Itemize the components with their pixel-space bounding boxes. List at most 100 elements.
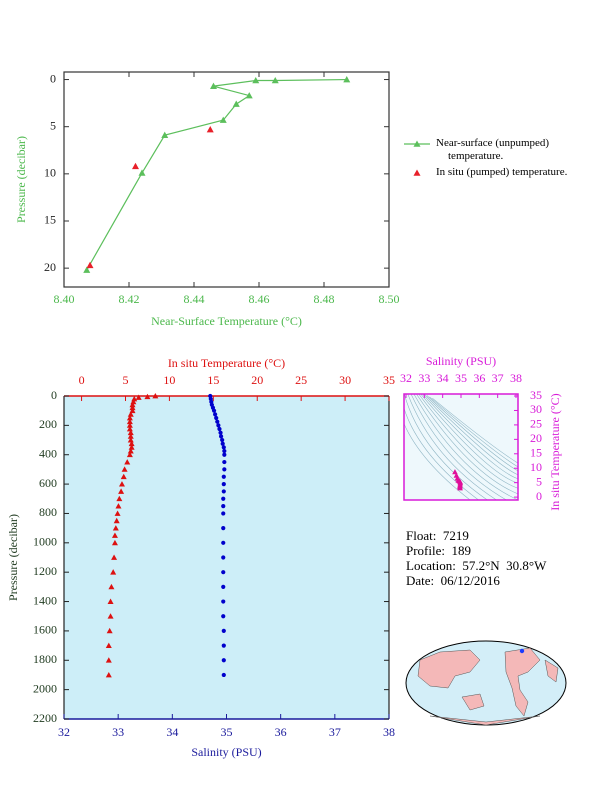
x-tick-label: 37 xyxy=(492,371,504,385)
y-tick-label: 5 xyxy=(536,474,542,488)
x2-tick-label: 20 xyxy=(251,373,263,387)
data-point xyxy=(126,418,133,425)
data-point xyxy=(120,473,127,480)
data-point xyxy=(126,415,133,421)
x-tick-label: 36 xyxy=(275,725,287,739)
y-tick-label: 20 xyxy=(44,260,56,274)
x2-tick-label: 25 xyxy=(295,373,307,387)
data-point xyxy=(128,440,135,447)
y-tick-label: 25 xyxy=(530,417,542,431)
info-line: Date: 06/12/2016 xyxy=(406,573,500,588)
data-point xyxy=(127,437,134,443)
data-point xyxy=(343,76,351,83)
y-tick-label: 0 xyxy=(536,489,542,503)
contour xyxy=(416,394,518,495)
data-point xyxy=(218,434,224,439)
y-tick-label: 600 xyxy=(39,476,57,490)
data-point xyxy=(218,430,223,435)
x-tick-label: 8.46 xyxy=(249,292,270,306)
data-point xyxy=(111,539,118,546)
contour xyxy=(429,396,518,468)
data-point xyxy=(124,459,131,465)
data-point xyxy=(210,82,217,89)
data-point xyxy=(105,657,112,663)
data-point xyxy=(221,504,226,509)
x-tick-label: 38 xyxy=(383,725,395,739)
x-tick-label: 8.40 xyxy=(54,292,75,306)
data-point xyxy=(221,481,226,487)
data-point xyxy=(220,441,225,446)
contour xyxy=(410,394,507,500)
data-point xyxy=(220,437,225,443)
data-point xyxy=(152,393,159,399)
data-point xyxy=(110,569,117,575)
data-point xyxy=(221,614,226,619)
data-point xyxy=(221,489,226,494)
y-tick-label: 1200 xyxy=(33,564,57,578)
x-axis-label: Near-Surface Temperature (°C) xyxy=(151,314,302,328)
legend-label: Near-surface (unpumped) temperature. xyxy=(436,137,550,162)
x2-tick-label: 5 xyxy=(122,373,128,387)
data-point xyxy=(105,642,112,648)
y-axis-label: Pressure (decibar) xyxy=(6,514,20,601)
x-tick-label: 32 xyxy=(58,725,70,739)
data-point xyxy=(115,503,122,509)
x-tick-label: 33 xyxy=(418,371,430,385)
contour xyxy=(407,394,498,500)
x-tick-label: 34 xyxy=(166,725,178,739)
data-point xyxy=(131,395,138,402)
data-point xyxy=(138,169,146,176)
data-point xyxy=(113,517,120,524)
data-point xyxy=(127,411,134,417)
y-tick-label: 35 xyxy=(530,388,542,402)
y-tick-label: 5 xyxy=(50,118,56,132)
data-point xyxy=(213,412,218,417)
data-point xyxy=(216,423,221,428)
density-contours xyxy=(404,394,518,500)
y-tick-label: 2200 xyxy=(33,711,57,725)
contour xyxy=(404,422,471,500)
info-line: Float: 7219 xyxy=(406,528,469,543)
x-tick-label: 32 xyxy=(400,371,412,385)
data-point xyxy=(112,525,119,531)
y-tick-label: 1000 xyxy=(33,535,57,549)
contour xyxy=(404,394,488,500)
data-point xyxy=(232,100,240,107)
x2-tick-label: 0 xyxy=(79,373,85,387)
legend-marker xyxy=(413,140,421,147)
x2-tick-label: 30 xyxy=(339,373,351,387)
data-point xyxy=(221,540,226,545)
data-point xyxy=(135,394,142,400)
data-point xyxy=(144,393,151,400)
data-point xyxy=(221,599,226,604)
data-point xyxy=(214,415,219,421)
y-tick-label: 15 xyxy=(44,213,56,227)
contour xyxy=(422,394,518,480)
data-point xyxy=(118,488,125,494)
y-tick-label: 10 xyxy=(44,166,56,180)
data-point xyxy=(221,584,226,589)
y-tick-label: 1800 xyxy=(33,652,57,666)
data-point xyxy=(129,407,136,414)
data-point xyxy=(114,510,121,516)
data-point xyxy=(211,408,217,413)
data-point xyxy=(132,162,139,170)
data-point xyxy=(217,426,222,432)
data-point xyxy=(86,261,94,269)
data-point xyxy=(127,433,134,439)
data-point xyxy=(222,452,227,457)
data-point xyxy=(129,401,136,408)
x-tick-label: 35 xyxy=(455,371,467,385)
data-point xyxy=(128,444,135,450)
y-tick-label: 1400 xyxy=(33,593,57,607)
y-tick-label: 2000 xyxy=(33,681,57,695)
plot-frame xyxy=(63,71,390,288)
y-axis-label: Pressure (decibar) xyxy=(14,136,28,223)
data-point xyxy=(221,496,226,501)
y-tick-label: 1600 xyxy=(33,623,57,637)
data-point xyxy=(221,628,226,634)
data-point xyxy=(111,554,118,560)
y-tick-label: 0 xyxy=(50,71,56,85)
x-tick-label: 8.48 xyxy=(314,292,335,306)
legend-label: In situ (pumped) temperature. xyxy=(436,166,568,178)
